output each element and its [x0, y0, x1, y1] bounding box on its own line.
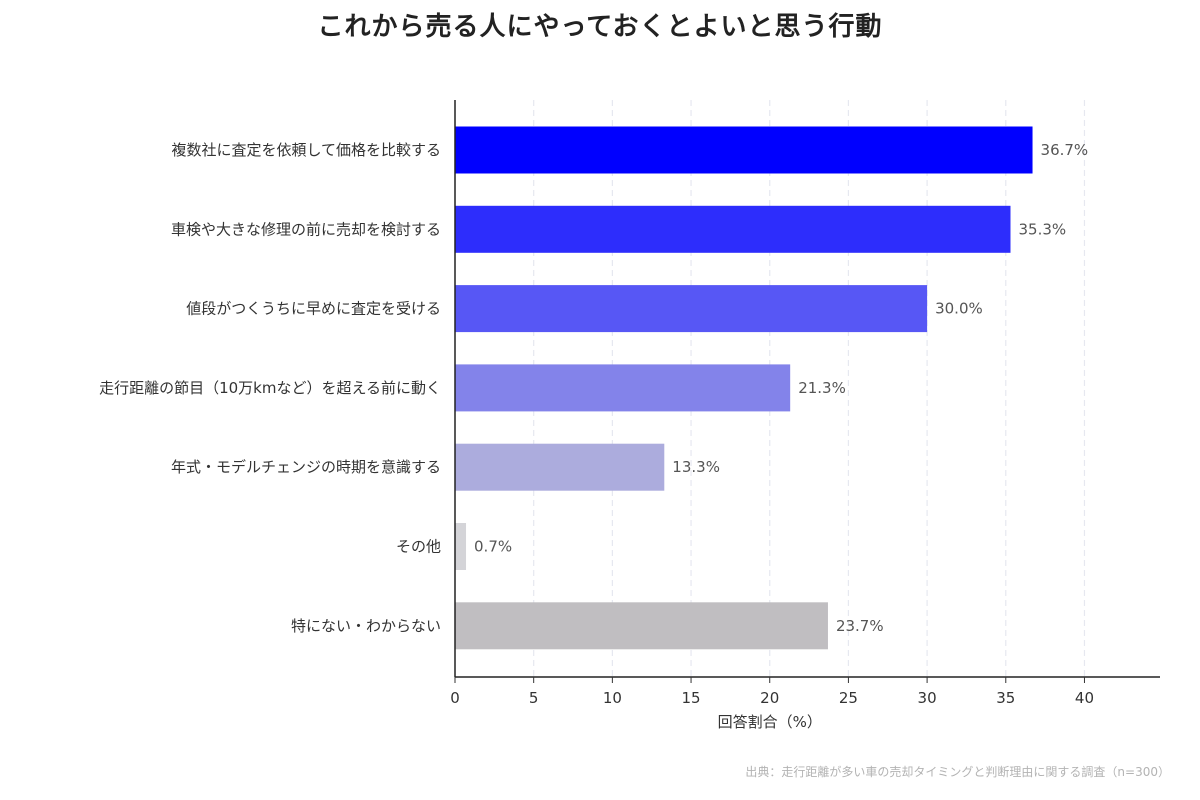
x-tick-label: 15: [682, 689, 701, 707]
value-label: 23.7%: [836, 617, 884, 635]
bars: [455, 126, 1033, 650]
x-tick-label: 5: [529, 689, 539, 707]
bar: [455, 364, 791, 412]
value-label: 0.7%: [474, 538, 512, 556]
category-label: 年式・モデルチェンジの時期を意識する: [171, 458, 441, 476]
x-tick-label: 20: [760, 689, 779, 707]
x-tick-label: 35: [996, 689, 1015, 707]
category-label: 車検や大きな修理の前に売却を検討する: [171, 220, 441, 238]
x-tick-label: 0: [450, 689, 460, 707]
category-label: 特にない・わからない: [291, 617, 441, 635]
bar: [455, 126, 1033, 174]
value-label: 36.7%: [1041, 141, 1089, 159]
x-tick-label: 10: [603, 689, 622, 707]
x-tick-label: 30: [918, 689, 937, 707]
category-label: 走行距離の節目（10万kmなど）を超える前に動く: [99, 379, 441, 397]
chart-title: これから売る人にやっておくとよいと思う行動: [317, 12, 883, 42]
bar: [455, 285, 928, 333]
value-label: 13.3%: [672, 458, 720, 476]
grid-lines: [533, 100, 1086, 677]
bar: [455, 602, 828, 650]
bar: [455, 205, 1011, 253]
bar: [455, 443, 665, 491]
category-label: 値段がつくうちに早めに査定を受ける: [186, 300, 441, 318]
bar: [455, 523, 467, 570]
value-label: 30.0%: [935, 300, 983, 318]
axes: [454, 100, 1160, 683]
x-axis-title: 回答割合（%）: [718, 713, 822, 731]
category-label: 複数社に査定を依頼して価格を比較する: [171, 141, 441, 159]
labels: 0 5 10 15 20 25 30 35 40 複数社に査定を依頼して価格を比較する 36.7% 車…: [99, 141, 1094, 707]
category-label: その他: [396, 538, 441, 556]
value-label: 35.3%: [1019, 220, 1067, 238]
x-tick-label: 40: [1075, 689, 1094, 707]
source-note: 出典：走行距離が多い車の売却タイミングと判断理由に関する調査（n=300）: [745, 765, 1170, 779]
value-label: 21.3%: [798, 379, 846, 397]
x-tick-label: 25: [839, 689, 858, 707]
